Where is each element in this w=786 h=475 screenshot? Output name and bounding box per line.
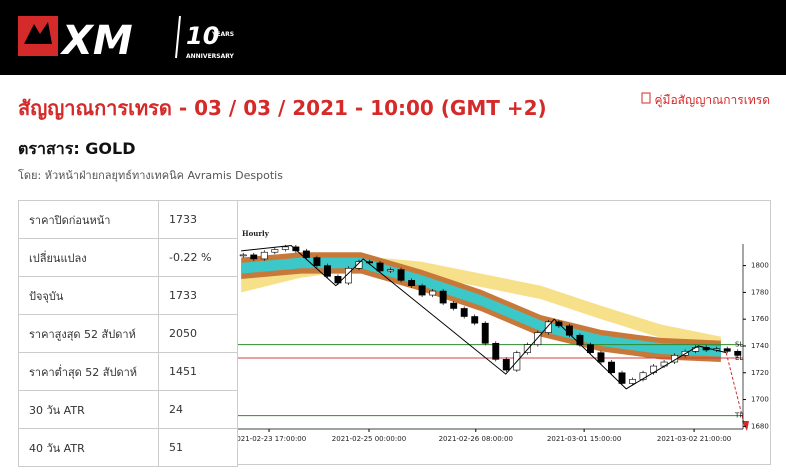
y-tick-label: 1760 xyxy=(751,315,769,323)
candle xyxy=(523,344,531,353)
y-tick-label: 1700 xyxy=(751,396,769,404)
label-cell: ราคาต่ำสุด 52 สัปดาห์ xyxy=(18,352,159,391)
table-row: ราคาต่ำสุด 52 สัปดาห์ 1451 xyxy=(18,352,238,391)
title: สัญญาณการเทรด - 03 / 03 / 2021 - 10:00 (… xyxy=(18,96,547,120)
value-cell: 1733 xyxy=(158,200,238,239)
author: โดย: หัวหน้าฝ่ายกลยุทธ์ทางเทคนิค Avramis… xyxy=(18,169,283,182)
candle xyxy=(376,262,384,272)
table-row: ปัจจุบัน 1733 xyxy=(18,276,238,315)
table-row: เปลี่ยนแปลง -0.22 % xyxy=(18,238,238,277)
badge: 10 xyxy=(186,22,219,50)
x-tick-label: 2021-03-01 15:00:00 xyxy=(547,435,621,443)
logo: XM 10 YEARS ANNIVERSARY xyxy=(18,15,235,64)
candle xyxy=(481,322,489,344)
y-tick-label: 1740 xyxy=(751,342,769,350)
table-row: 30 วัน ATR 24 xyxy=(18,390,238,429)
candle xyxy=(629,379,636,384)
projection-arrow xyxy=(725,352,746,428)
y-tick-label: 1720 xyxy=(751,369,769,377)
chart-label: Hourly xyxy=(242,229,270,238)
x-tick-label: 2021-02-26 08:00:00 xyxy=(439,435,513,443)
band xyxy=(241,257,721,357)
candle xyxy=(418,285,426,296)
candle xyxy=(345,267,352,284)
candle xyxy=(239,254,247,257)
label-cell: 40 วัน ATR xyxy=(18,428,159,467)
y-tick-label: 1800 xyxy=(751,262,769,270)
candle xyxy=(387,269,395,272)
badge-sub: YEARS xyxy=(211,31,234,38)
divider xyxy=(175,15,181,59)
level-label: EL xyxy=(735,354,743,362)
pdf-icon xyxy=(641,92,651,104)
candle xyxy=(271,249,279,253)
guide-text[interactable]: คู่มือสัญญาณการเทรด xyxy=(654,93,771,107)
band xyxy=(241,256,721,350)
candle xyxy=(544,321,552,333)
logo-bull xyxy=(24,22,52,44)
candle xyxy=(460,308,468,317)
guide-link[interactable]: คู่มือสัญญาณการเทรด xyxy=(641,91,770,110)
table-row: ราคาสูงสุด 52 สัปดาห์ 2050 xyxy=(18,314,238,353)
candle xyxy=(439,290,447,304)
candle xyxy=(281,246,289,250)
value-cell: 24 xyxy=(158,390,238,429)
plot: SL EL TP xyxy=(238,244,744,420)
x-tick-label: 2021-03-02 21:00:00 xyxy=(657,435,731,443)
table-row: 40 วัน ATR 51 xyxy=(18,428,238,467)
stats-table: ราคาปิดก่อนหน้า 1733 เปลี่ยนแปลง -0.22 % ปัจ… xyxy=(18,200,238,467)
label-cell: ราคาสูงสุด 52 สัปดาห์ xyxy=(18,314,159,353)
y-tick-label: 1780 xyxy=(751,288,769,296)
candle xyxy=(471,316,479,324)
level-label: SL xyxy=(735,341,743,349)
candle xyxy=(450,302,458,309)
label-cell: 30 วัน ATR xyxy=(18,390,159,429)
candle xyxy=(534,332,542,345)
candle xyxy=(355,261,363,269)
zigzag xyxy=(241,244,727,390)
candle xyxy=(492,342,500,360)
value-cell: 1451 xyxy=(158,352,238,391)
value-cell: 1733 xyxy=(158,276,238,315)
candle xyxy=(608,361,615,374)
candle xyxy=(323,265,331,277)
table-row: ราคาปิดก่อนหน้า 1733 xyxy=(18,200,238,239)
x-tick-label: 2021-02-25 00:00:00 xyxy=(332,435,406,443)
candle xyxy=(734,351,742,356)
header: XM 10 YEARS ANNIVERSARY xyxy=(0,0,786,75)
band xyxy=(241,252,721,363)
candle xyxy=(250,254,258,260)
brand: XM xyxy=(59,18,133,64)
anniversary: ANNIVERSARY xyxy=(186,53,235,60)
candle xyxy=(723,348,731,352)
candle xyxy=(502,359,510,371)
level-label: TP xyxy=(734,412,744,420)
candle xyxy=(302,250,310,258)
candle xyxy=(292,246,300,252)
label-cell: ปัจจุบัน xyxy=(18,276,159,315)
candle xyxy=(260,251,268,260)
chart: Hourly SL EL TP 1680 1700 1720 1740 1760 1780 180… xyxy=(237,200,771,465)
candle xyxy=(313,257,321,266)
label-cell: ราคาปิดก่อนหน้า xyxy=(18,200,159,239)
value-cell: 51 xyxy=(158,428,238,467)
y-tick-label: 1680 xyxy=(751,422,769,430)
candle xyxy=(618,372,626,384)
value-cell: -0.22 % xyxy=(158,238,238,277)
candle xyxy=(397,269,405,281)
x-tick-label: 2021-02-23 17:00:00 xyxy=(237,435,306,443)
candle xyxy=(597,352,605,363)
label-cell: เปลี่ยนแปลง xyxy=(18,238,159,277)
instrument: ตราสาร: GOLD xyxy=(18,139,136,158)
candle xyxy=(639,372,647,380)
candle xyxy=(576,334,584,345)
value-cell: 2050 xyxy=(158,314,238,353)
candle xyxy=(366,261,373,264)
candle xyxy=(408,280,416,286)
candle xyxy=(586,344,594,353)
candle xyxy=(429,290,437,296)
